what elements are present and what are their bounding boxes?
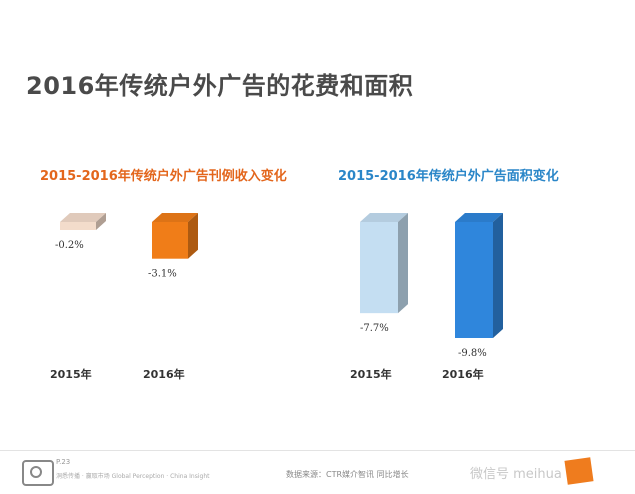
bar-2-1 [360,213,408,314]
page-number: P.23 [56,458,71,466]
category-label-1-2: 2016年 [143,367,185,381]
page-title: 2016年传统户外广告的花费和面积 [26,72,414,100]
category-label-2-1: 2015年 [350,367,392,381]
chart-title-revenue: 2015-2016年传统户外广告刊例收入变化 [40,169,287,184]
bar-1-2 [152,213,198,259]
bar-charts: -0.2% -3.1% 2015年 2016年 -7.7% -9.8% 2015年 2016年 [50,213,503,381]
data-label-1-1: -0.2% [55,240,84,251]
footer: P.23 洞悉传播 · 赢取市场 Global Perception · Chi… [0,450,635,494]
data-label-2-2: -9.8% [458,348,487,359]
watermark: 微信号 meihua [470,467,562,482]
data-label-2-1: -7.7% [360,323,389,334]
bar-1-1 [60,213,106,230]
bar-2-2 [455,213,503,338]
footer-slogan: 洞悉传播 · 赢取市场 Global Perception · China In… [56,473,210,480]
category-label-2-2: 2016年 [442,367,484,381]
ctr-logo-icon [22,460,54,486]
data-label-1-2: -3.1% [148,269,177,280]
data-source: 数据来源：CTR媒介智讯 同比增长 [286,470,409,479]
chart-title-area: 2015-2016年传统户外广告面积变化 [338,169,559,184]
category-label-1-1: 2015年 [50,367,92,381]
meihua-logo-icon [564,457,594,485]
